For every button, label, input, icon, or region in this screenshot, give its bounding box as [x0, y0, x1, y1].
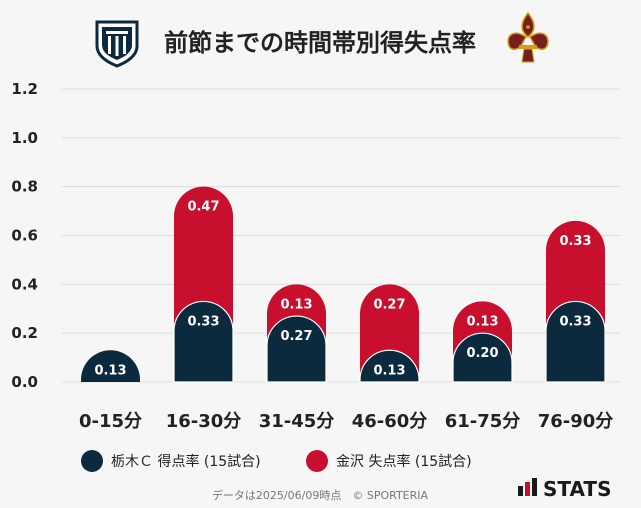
legend-away-label: 金沢 失点率 (15試合): [336, 453, 472, 470]
data-label-away: 0.13: [280, 297, 312, 312]
y-tick-label: 0.2: [11, 324, 38, 342]
legend: 栃木Ｃ 得点率 (15試合) 金沢 失点率 (15試合): [81, 450, 472, 472]
away-team-logo-icon: [507, 11, 549, 63]
data-label-home: 0.33: [559, 314, 591, 329]
bar-home-segment: [545, 300, 606, 383]
gridlines: [62, 88, 620, 383]
x-tick-label: 46-60分: [352, 411, 428, 432]
bar-home-segment: [266, 315, 327, 383]
bar-home-segment: [81, 350, 140, 382]
y-axis: 0.0 0.2 0.4 0.6 0.8 1.0 1.2: [11, 80, 38, 391]
data-label-home: 0.27: [280, 329, 312, 344]
y-tick-label: 1.2: [11, 80, 38, 98]
data-label-away: 0.13: [466, 314, 498, 329]
legend-away-swatch: [306, 450, 328, 472]
data-label-home: 0.13: [94, 363, 126, 378]
data-label-away: 0.33: [559, 234, 591, 249]
bar-home-segment: [452, 332, 513, 383]
stats-brand-text: STATS: [543, 477, 611, 501]
bar-home-segment: [359, 349, 420, 383]
x-tick-label: 0-15分: [79, 411, 142, 432]
stats-logo-icon: [518, 478, 537, 496]
legend-home-swatch: [81, 450, 103, 472]
x-tick-label: 16-30分: [166, 411, 242, 432]
x-tick-label: 76-90分: [538, 411, 614, 432]
data-label-home: 0.20: [466, 346, 498, 361]
y-tick-label: 1.0: [11, 129, 38, 147]
chart-title: 前節までの時間帯別得失点率: [164, 29, 476, 57]
x-tick-label: 61-75分: [445, 411, 521, 432]
x-tick-label: 31-45分: [259, 411, 335, 432]
y-tick-label: 0.4: [11, 275, 38, 293]
home-team-logo-icon: [95, 20, 139, 68]
y-tick-label: 0.6: [11, 227, 38, 245]
bar-away-segment: [174, 186, 233, 331]
data-label-home: 0.33: [187, 314, 219, 329]
bar-away-segment: [546, 220, 605, 331]
footer-note: データは2025/06/09時点 © SPORTERIA: [212, 488, 429, 502]
bar-home-segment: [173, 300, 234, 383]
y-tick-label: 0.8: [11, 178, 38, 196]
x-axis: 0-15分 16-30分 31-45分 46-60分 61-75分 76-90分: [79, 411, 613, 432]
data-label-away: 0.47: [187, 200, 219, 215]
data-label-away: 0.27: [373, 297, 405, 312]
bars: 0.13 0.33 0.47 0.27 0.13 0.13 0.27 0.20 0.13 0.33…: [81, 186, 606, 383]
y-tick-label: 0.0: [11, 373, 38, 391]
data-label-home: 0.13: [373, 363, 405, 378]
legend-home-label: 栃木Ｃ 得点率 (15試合): [111, 453, 261, 470]
